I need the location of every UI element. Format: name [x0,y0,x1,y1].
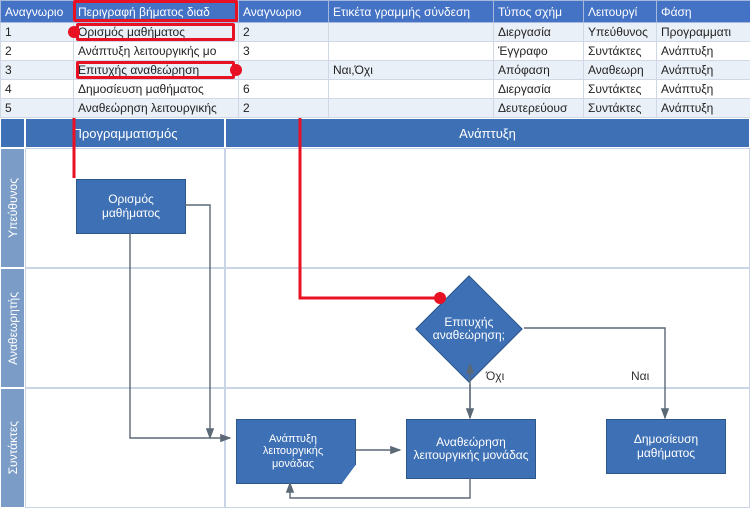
table-row[interactable]: 4Δημοσίευση μαθήματος6 ΔιεργασίαΣυντάκτες… [1,80,750,99]
swimlane-diagram: Προγραμματισμός Ανάπτυξη Υπεύθυνος Ορισμ… [0,118,750,508]
cell-phase[interactable]: Ανάπτυξη [657,99,750,118]
cell-next[interactable]: 3 [239,42,329,61]
col-edge[interactable]: Ετικέτα γραμμής σύνδεση [329,1,494,23]
cell-edge[interactable] [329,23,494,42]
lane-owner-dev [225,148,750,268]
cell-id[interactable]: 4 [1,80,74,99]
cell-edge[interactable]: Ναι,Όχι [329,61,494,80]
lane-authors-plan [25,388,225,508]
lane-authors-dev: Ανάπτυξη λειτουργικής μονάδας Αναθεώρηση… [225,388,750,508]
cell-next[interactable]: 2 [239,99,329,118]
node-review: Αναθεώρηση λειτουργικής μονάδας [406,419,536,479]
cell-shape[interactable]: Δευτερεύουσ [494,99,584,118]
col-phase[interactable]: Φάση [657,1,750,23]
cell-phase[interactable]: Ανάπτυξη [657,42,750,61]
data-table: Αναγνωριο Περιγραφή βήματος διαδ Αναγνωρ… [0,0,750,118]
col-desc[interactable]: Περιγραφή βήματος διαδ [74,1,239,23]
col-id[interactable]: Αναγνωριο [1,1,74,23]
swim-corner [0,118,25,148]
cell-shape[interactable]: Διεργασία [494,23,584,42]
lane-owner-plan: Ορισμός μαθήματος [25,148,225,268]
phase-plan: Προγραμματισμός [25,118,225,148]
node-define: Ορισμός μαθήματος [76,179,186,234]
cell-id[interactable]: 2 [1,42,74,61]
cell-role[interactable]: Συντάκτες [584,99,657,118]
table-row[interactable]: 2Ανάπτυξη λειτουργικής μο3 ΈγγραφοΣυντάκτ… [1,42,750,61]
cell-role[interactable]: Υπεύθυνος [584,23,657,42]
role-reviewer: Αναθεωρητής [0,268,25,388]
cell-role[interactable]: Συντάκτες [584,80,657,99]
col-next[interactable]: Αναγνωριο [239,1,329,23]
cell-desc[interactable]: Αναθεώρηση λειτουργικής [74,99,239,118]
cell-next[interactable] [239,61,329,80]
cell-shape[interactable]: Έγγραφο [494,42,584,61]
node-publish: Δημοσίευση μαθήματος [606,419,726,474]
lane-reviewer-dev: Επιτυχής αναθεώρηση; Όχι Ναι [225,268,750,388]
node-success: Επιτυχής αναθεώρηση; [415,275,522,382]
col-shape[interactable]: Τύπος σχήμ [494,1,584,23]
cell-id[interactable]: 5 [1,99,74,118]
table-row[interactable]: 1Ορισμός μαθήματος2 ΔιεργασίαΥπεύθυνοςΠρο… [1,23,750,42]
cell-id[interactable]: 1 [1,23,74,42]
phase-dev: Ανάπτυξη [225,118,750,148]
col-role[interactable]: Λειτουργί [584,1,657,23]
edge-no: Όχι [486,369,504,383]
cell-desc[interactable]: Δημοσίευση μαθήματος [74,80,239,99]
edge-yes: Ναι [631,369,649,383]
table-row[interactable]: 3Επιτυχής αναθεώρηση Ναι,ΌχιΑπόφασηΑναθεω… [1,61,750,80]
cell-shape[interactable]: Διεργασία [494,80,584,99]
cell-edge[interactable] [329,42,494,61]
role-authors: Συντάκτες [0,388,25,508]
cell-desc[interactable]: Ανάπτυξη λειτουργικής μο [74,42,239,61]
node-develop: Ανάπτυξη λειτουργικής μονάδας [236,419,356,484]
role-owner: Υπεύθυνος [0,148,25,268]
cell-phase[interactable]: Προγραμματι [657,23,750,42]
table-row[interactable]: 5Αναθεώρηση λειτουργικής2 ΔευτερεύουσΣυντ… [1,99,750,118]
cell-role[interactable]: Συντάκτες [584,42,657,61]
cell-edge[interactable] [329,99,494,118]
cell-shape[interactable]: Απόφαση [494,61,584,80]
cell-role[interactable]: Αναθεωρη [584,61,657,80]
cell-next[interactable]: 6 [239,80,329,99]
cell-phase[interactable]: Ανάπτυξη [657,80,750,99]
cell-phase[interactable]: Ανάπτυξη [657,61,750,80]
cell-desc[interactable]: Ορισμός μαθήματος [74,23,239,42]
cell-next[interactable]: 2 [239,23,329,42]
cell-desc[interactable]: Επιτυχής αναθεώρηση [74,61,239,80]
lane-reviewer-plan [25,268,225,388]
cell-edge[interactable] [329,80,494,99]
cell-id[interactable]: 3 [1,61,74,80]
